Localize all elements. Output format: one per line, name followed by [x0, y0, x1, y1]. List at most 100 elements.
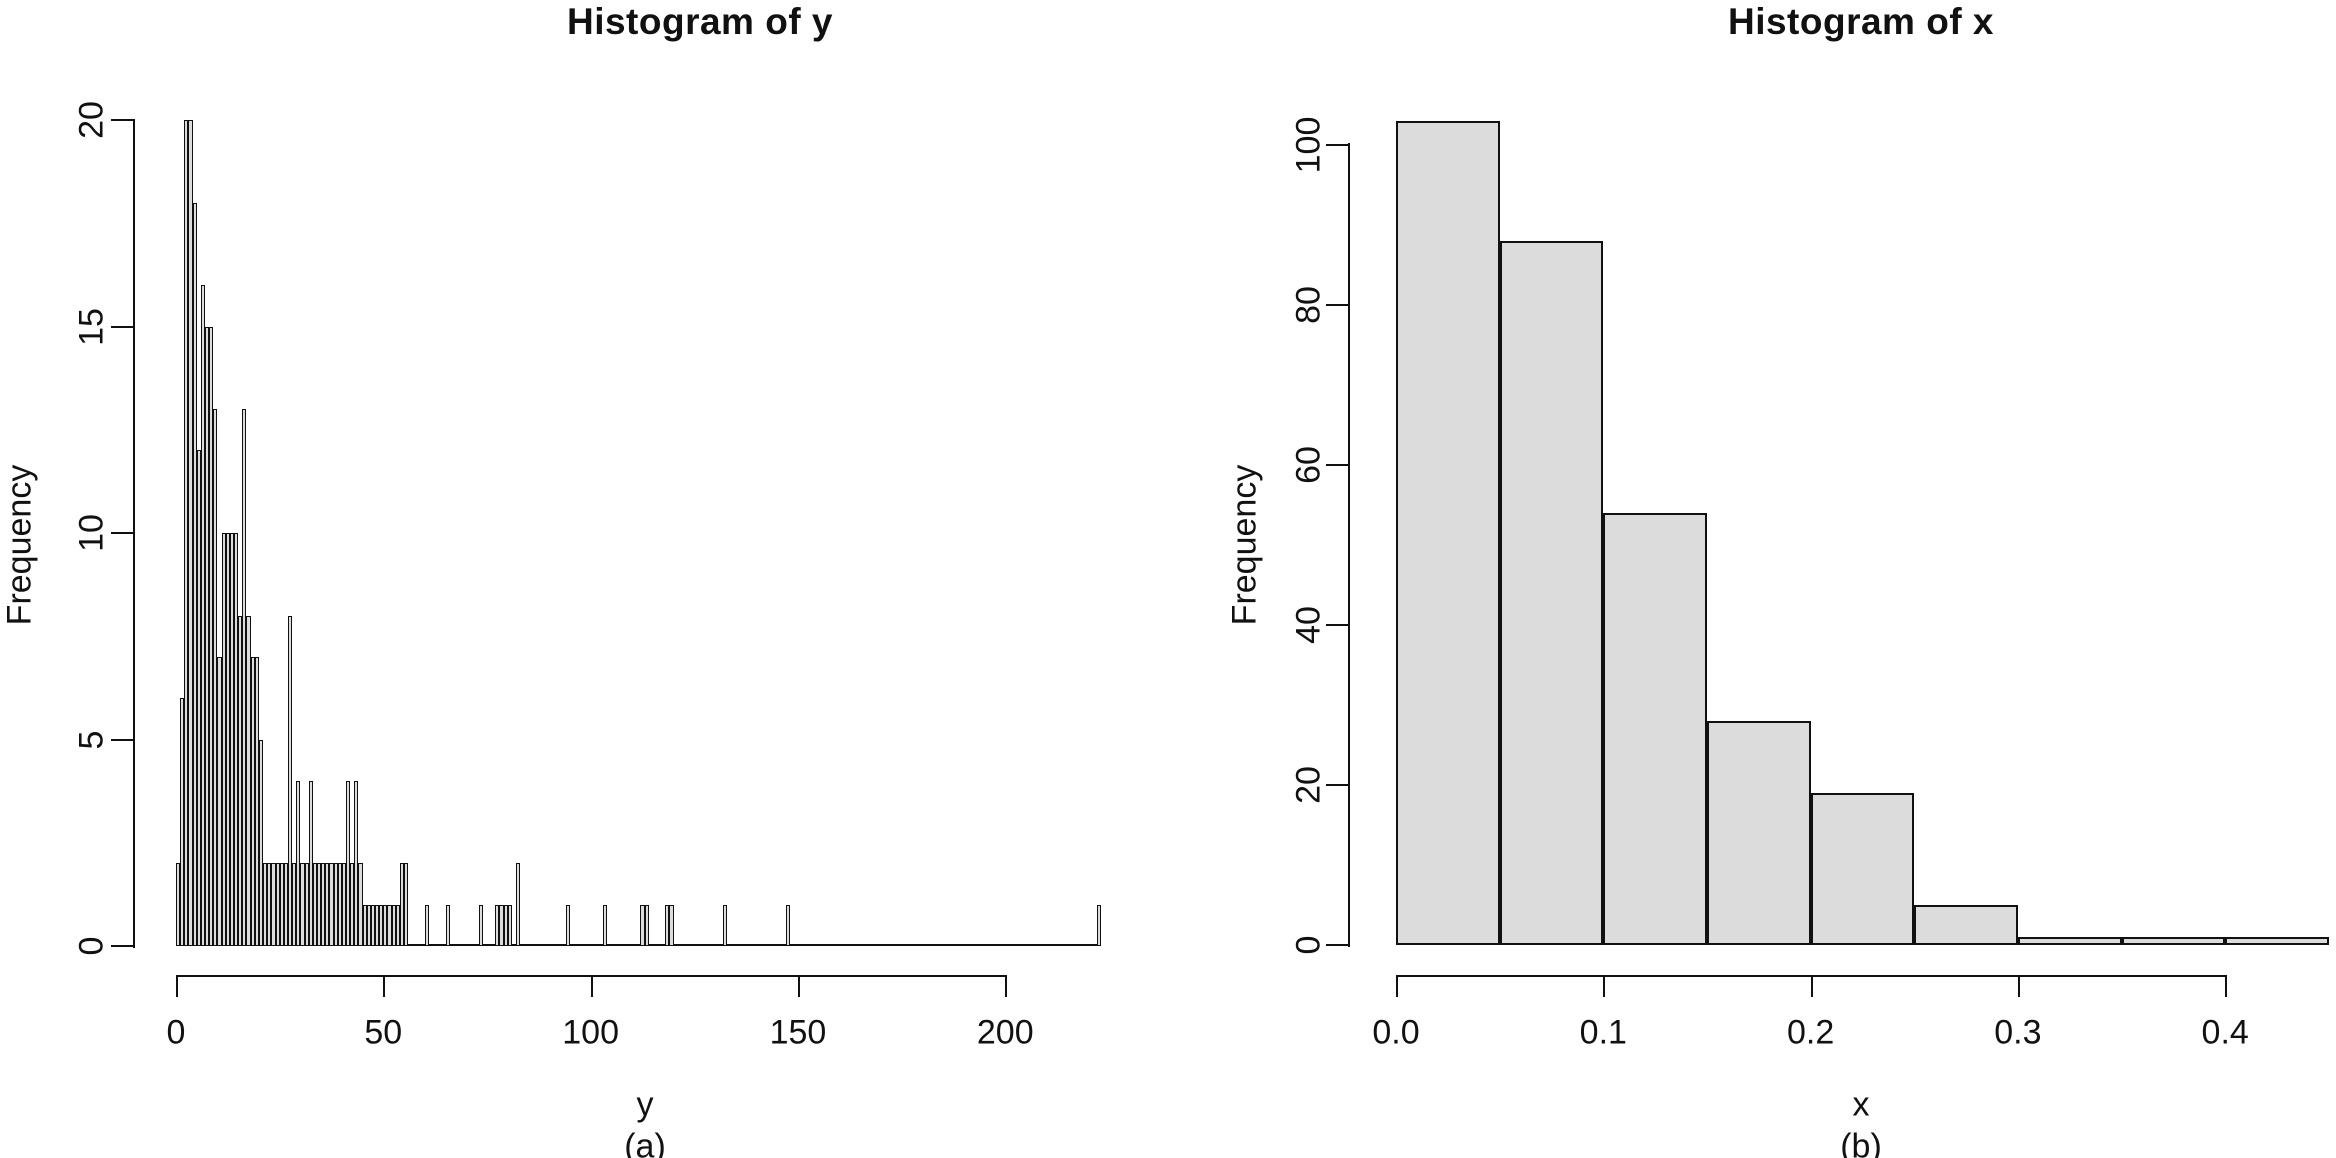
- histogram-bar: [254, 656, 259, 946]
- histogram-bar: [785, 904, 790, 946]
- histogram-bar: [358, 863, 363, 946]
- x-axis-tick: [176, 975, 178, 997]
- y-axis-tick: [1326, 464, 1348, 466]
- histogram-bar: [287, 615, 293, 946]
- histogram-bar: [325, 863, 330, 946]
- histogram-bar: [404, 863, 409, 946]
- histogram-bar: [362, 904, 367, 946]
- histogram-bar: [603, 904, 608, 946]
- x-tick-label: 150: [769, 1013, 827, 1052]
- right-y-axis-label: Frequency: [1225, 464, 1264, 626]
- x-tick-label: 0.0: [1372, 1013, 1420, 1052]
- histogram-bar: [503, 904, 508, 946]
- y-axis-tick: [111, 532, 133, 534]
- left-y-axis-label: Frequency: [0, 464, 39, 626]
- histogram-bar: [2121, 937, 2226, 945]
- histogram-bar: [304, 863, 309, 946]
- y-axis-tick: [1326, 944, 1348, 946]
- x-tick-label: 0: [166, 1013, 186, 1052]
- histogram-bar: [1396, 121, 1500, 945]
- histogram-bar: [308, 780, 313, 946]
- histogram-bar: [271, 863, 276, 946]
- x-tick-label: 0.1: [1579, 1013, 1627, 1052]
- y-axis-tick: [111, 738, 133, 741]
- histogram-bar: [316, 863, 322, 946]
- histogram-bar: [1810, 793, 1915, 945]
- x-tick-label: 100: [562, 1013, 619, 1052]
- histogram-bar: [2225, 937, 2329, 945]
- left-x-axis-label: y: [636, 1085, 654, 1124]
- x-tick-label: 50: [364, 1013, 403, 1052]
- y-tick-label: 0: [1289, 935, 1328, 955]
- histogram-bar: [213, 409, 218, 946]
- y-axis-tick: [1326, 784, 1348, 786]
- histogram-bar: [200, 285, 206, 946]
- x-tick-label: 0.2: [1786, 1013, 1835, 1052]
- histogram-bar: [292, 863, 297, 946]
- right-x-axis-label: x: [1852, 1085, 1870, 1124]
- x-axis-tick: [1810, 975, 1813, 997]
- histogram-bar: [424, 904, 429, 946]
- y-tick-label: 10: [72, 514, 111, 552]
- histogram-bar: [375, 904, 380, 946]
- y-tick-label: 20: [72, 101, 111, 139]
- histogram-bar: [499, 904, 504, 946]
- histogram-bar: [565, 904, 570, 946]
- y-tick-label: 0: [72, 936, 111, 956]
- histogram-bar: [723, 904, 728, 946]
- histogram-bar: [192, 202, 197, 946]
- y-tick-label: 5: [72, 730, 111, 749]
- histogram-bar: [312, 863, 317, 946]
- histogram-bar: [387, 904, 392, 946]
- y-axis-tick: [111, 945, 133, 947]
- x-axis-tick: [1396, 975, 1398, 997]
- left-panel-label: (a): [624, 1127, 666, 1158]
- histogram-bar: [333, 863, 338, 946]
- histogram-bar: [196, 450, 201, 946]
- histogram-bar: [337, 863, 342, 946]
- histogram-bar: [669, 904, 674, 946]
- histogram-bar: [383, 904, 388, 946]
- y-axis-tick: [1326, 144, 1348, 146]
- histogram-bar: [225, 533, 230, 946]
- y-axis-line: [133, 119, 135, 948]
- histogram-bar: [1499, 241, 1604, 945]
- histogram-bar: [242, 409, 247, 946]
- x-tick-label: 200: [976, 1013, 1034, 1052]
- histogram-bar: [329, 863, 334, 946]
- histogram-bar: [296, 780, 301, 946]
- histogram-bar: [1914, 905, 2018, 945]
- histogram-bar: [1603, 513, 1707, 945]
- histogram-bar: [180, 698, 185, 946]
- y-tick-label: 20: [1289, 766, 1328, 804]
- x-tick-label: 0.4: [2201, 1013, 2249, 1052]
- histogram-bar: [644, 904, 649, 946]
- histogram-bar: [229, 533, 235, 946]
- histogram-bar: [341, 863, 346, 946]
- x-axis-tick: [383, 975, 386, 997]
- histogram-bar: [300, 863, 305, 946]
- histogram-bar: [507, 904, 512, 946]
- histogram-bar: [1096, 904, 1101, 946]
- histogram-bar: [234, 533, 239, 946]
- histogram-bar: [275, 863, 280, 946]
- histogram-bar: [391, 904, 396, 946]
- right-panel-label: (b): [1840, 1127, 1882, 1158]
- histogram-bar: [379, 904, 384, 946]
- histogram-bar: [516, 863, 521, 946]
- histogram-bar: [263, 863, 268, 946]
- histogram-bar: [321, 863, 326, 946]
- y-axis-line: [1348, 143, 1350, 947]
- right-plot-title: Histogram of x: [1727, 1, 1995, 42]
- histogram-bar: [495, 904, 500, 946]
- x-axis-tick: [1005, 975, 1008, 997]
- histogram-bar: [205, 326, 210, 946]
- histogram-bar: [279, 863, 284, 946]
- histogram-bar: [2017, 937, 2122, 945]
- histogram-bar: [250, 656, 255, 946]
- histogram-bar: [478, 904, 483, 946]
- y-tick-label: 60: [1289, 446, 1328, 484]
- histogram-bar: [366, 904, 371, 946]
- y-tick-label: 40: [1289, 606, 1328, 644]
